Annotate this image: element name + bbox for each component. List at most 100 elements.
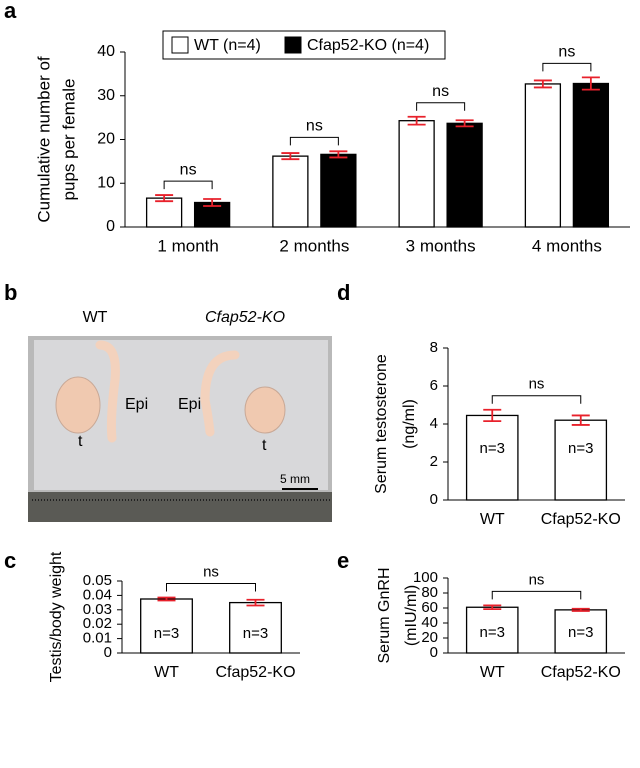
y-axis-label: pups per female [59, 79, 78, 201]
y-tick-label: 8 [430, 339, 438, 356]
error-bar [155, 194, 174, 203]
epididymis [95, 340, 120, 443]
y-tick-label: 20 [97, 131, 115, 148]
y-axis-label: (ng/ml) [401, 399, 418, 449]
error-bar [581, 76, 600, 91]
y-tick-label: 40 [97, 43, 115, 60]
legend-swatch [171, 36, 189, 54]
error-bar [483, 408, 502, 423]
photo-label: t [78, 433, 83, 450]
error-bar [407, 115, 426, 126]
y-tick-label: 60 [421, 599, 438, 616]
y-axis-label: Testis/body weight [48, 551, 65, 682]
bar [524, 83, 562, 228]
y-tick-label: 0 [430, 491, 438, 508]
y-tick-label: 0 [430, 644, 438, 661]
legend-box [162, 30, 446, 60]
significance-label: ns [432, 83, 449, 100]
y-tick-label: 2 [430, 453, 438, 470]
y-tick-label: 6 [430, 377, 438, 394]
significance-label: ns [558, 44, 575, 61]
error-bar [246, 598, 265, 607]
panel-letter: b [4, 280, 17, 305]
significance-bracket [289, 136, 339, 146]
significance-bracket [491, 590, 582, 600]
photo-label: Epi [178, 396, 201, 413]
y-tick-label: 0.05 [83, 572, 112, 589]
epididymis [200, 350, 240, 437]
x-tick-label: 2 months [279, 236, 349, 255]
x-tick-label: 4 months [532, 236, 602, 255]
y-tick-label: 0.03 [83, 601, 112, 618]
y-tick-label: 10 [97, 174, 115, 191]
panel-letter: a [4, 0, 17, 23]
error-bar [533, 79, 552, 89]
bar-label: n=3 [480, 624, 505, 641]
error-bar [571, 414, 590, 426]
y-axis-label: (mIU/ml) [403, 585, 420, 646]
bar [465, 414, 519, 501]
scale-bar-label: 5 mm [280, 472, 310, 486]
photo-label: Epi [125, 396, 148, 413]
significance-label: ns [529, 571, 545, 588]
photo-title: Cfap52-KO [205, 309, 285, 326]
significance-label: ns [529, 376, 545, 393]
bar-label: n=3 [243, 625, 268, 642]
ruler [28, 492, 332, 522]
bar [145, 197, 183, 228]
bar [229, 601, 282, 654]
bar-label: n=3 [154, 625, 179, 642]
bar-label: n=3 [568, 440, 593, 457]
panel-letter: d [337, 280, 350, 305]
panel-letter: e [337, 548, 349, 573]
error-bar [281, 152, 300, 161]
x-tick-label: Cfap52-KO [541, 664, 621, 681]
x-tick-label: WT [480, 664, 505, 681]
significance-bracket [542, 62, 592, 72]
x-tick-label: Cfap52-KO [215, 664, 295, 681]
testis [244, 386, 286, 434]
bar [272, 155, 309, 228]
legend-label: Cfap52-KO (n=4) [307, 37, 429, 54]
photo-title: WT [83, 309, 108, 326]
bar [140, 598, 193, 654]
error-bar [571, 607, 590, 612]
x-tick-label: WT [154, 664, 179, 681]
error-bar [157, 596, 176, 602]
y-tick-label: 20 [421, 629, 438, 646]
error-bar [203, 198, 222, 207]
bar-label: n=3 [568, 624, 593, 641]
legend-label: WT (n=4) [194, 37, 261, 54]
bar-label: n=3 [480, 440, 505, 457]
y-tick-label: 80 [421, 584, 438, 601]
y-tick-label: 0.04 [83, 586, 112, 603]
y-tick-label: 4 [430, 415, 438, 432]
legend-swatch [284, 36, 302, 54]
y-tick-label: 0 [106, 218, 115, 235]
y-axis-label: Serum testosterone [373, 354, 390, 494]
y-axis-label: Cumulative number of [34, 56, 53, 223]
y-tick-label: 0.01 [83, 630, 112, 647]
y-tick-label: 0.02 [83, 615, 112, 632]
significance-bracket [166, 583, 256, 592]
testis [55, 376, 101, 434]
y-tick-label: 40 [421, 614, 438, 631]
panel-letter: c [4, 548, 16, 573]
error-bar [455, 119, 474, 128]
significance-label: ns [306, 118, 323, 135]
x-tick-label: WT [480, 511, 505, 528]
significance-label: ns [180, 161, 197, 178]
bar [398, 120, 435, 228]
x-tick-label: 1 month [157, 236, 218, 255]
y-tick-label: 30 [97, 87, 115, 104]
bar [320, 153, 357, 228]
significance-label: ns [203, 564, 219, 581]
significance-bracket [416, 102, 466, 111]
significance-bracket [163, 180, 213, 190]
x-tick-label: Cfap52-KO [541, 511, 621, 528]
bar [446, 122, 483, 228]
significance-bracket [491, 395, 582, 404]
photo-label: t [262, 437, 267, 454]
bar [572, 82, 610, 228]
